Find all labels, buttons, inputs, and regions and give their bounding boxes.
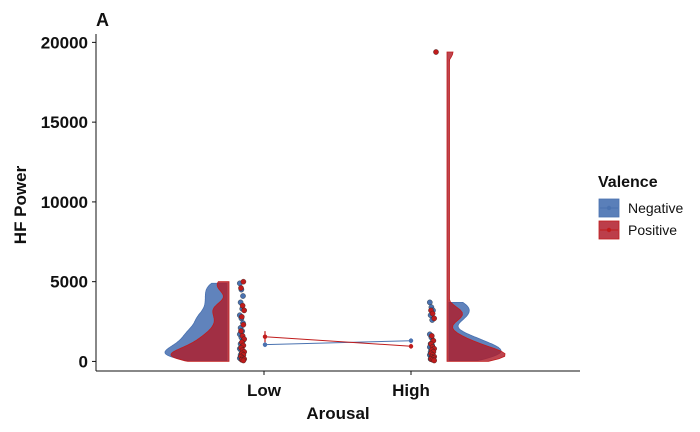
data-point-positive	[240, 278, 247, 285]
y-tick-label: 15000	[41, 113, 88, 132]
data-point-positive	[431, 315, 437, 322]
data-point-negative	[240, 293, 246, 299]
mean-point-positive	[408, 344, 414, 349]
data-point-positive	[238, 285, 244, 291]
cloud-low-positive	[170, 281, 230, 362]
legend-key-point	[606, 205, 612, 211]
mean-line-positive	[264, 336, 412, 347]
density-clouds	[164, 51, 506, 362]
cloud-high-positive	[446, 51, 506, 362]
data-point-positive	[429, 333, 435, 339]
data-point-positive	[240, 321, 247, 328]
x-axis-title: Arousal	[306, 404, 369, 423]
x-tick-label: High	[392, 381, 430, 400]
data-point-positive	[433, 49, 439, 55]
axes: 0 5000 10000 15000 20000 Low High	[41, 33, 580, 400]
legend-label-positive: Positive	[628, 222, 677, 238]
data-point-positive	[429, 310, 436, 317]
y-tick-label: 10000	[41, 193, 88, 212]
y-axis-title: HF Power	[11, 165, 30, 244]
data-point-positive	[240, 357, 247, 364]
legend-key-point	[606, 227, 612, 233]
data-point-positive	[239, 302, 246, 309]
y-tick-label: 20000	[41, 33, 88, 52]
data-point-positive	[238, 328, 244, 334]
y-tick-label: 0	[79, 352, 88, 371]
mean-point-negative	[262, 342, 268, 347]
data-point-positive	[239, 314, 245, 320]
data-point-positive	[241, 307, 247, 314]
panel-label: A	[96, 10, 109, 30]
data-point-positive	[431, 357, 437, 364]
mean-lines	[262, 331, 414, 349]
mean-point-negative	[408, 338, 414, 343]
mean-point-positive	[262, 334, 268, 339]
legend-label-negative: Negative	[628, 200, 683, 216]
legend-title: Valence	[598, 174, 658, 191]
raw-data-points	[237, 49, 439, 364]
x-tick-label: Low	[247, 381, 282, 400]
mean-line-negative	[264, 340, 412, 346]
legend: Valence Negative Positive	[598, 174, 683, 240]
data-point-negative	[427, 299, 433, 306]
y-tick-label: 5000	[50, 273, 88, 292]
